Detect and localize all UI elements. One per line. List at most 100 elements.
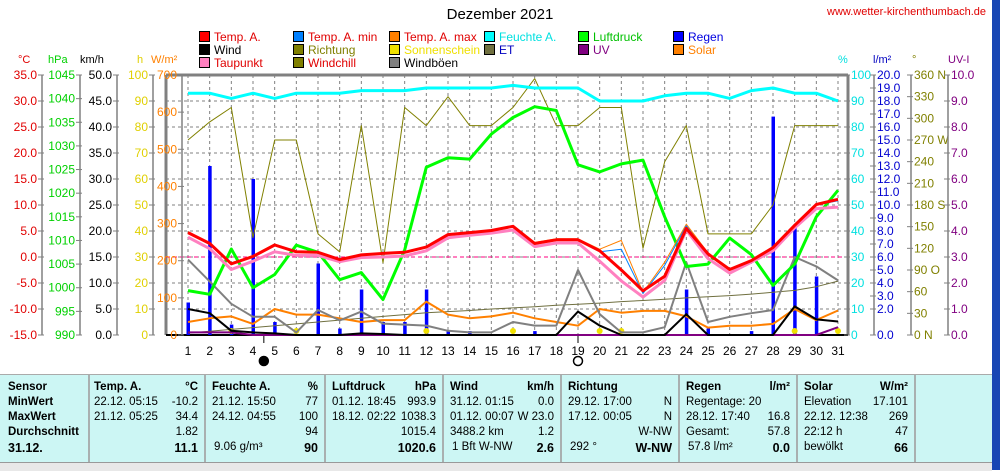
legend-label: Sonnenschein	[404, 43, 481, 57]
temp-tick-label: -5.0	[16, 276, 37, 290]
wind-bft: 1 Bft W-NW	[452, 441, 513, 453]
x-tick-label: 18	[550, 344, 564, 358]
wind-min: 0.0	[538, 396, 554, 408]
legend-swatch	[389, 44, 400, 55]
stats-col-rain: Regen l/m² Regentage: 20 28.12. 17:40 16.8…	[680, 375, 798, 463]
hdr-pressure-unit: hPa	[414, 381, 436, 393]
series-feuchte-a-	[188, 83, 839, 103]
hdr-rain: Regen	[686, 381, 722, 393]
lbl-min: MinWert	[8, 396, 54, 408]
uv-tick-label: 0.0	[951, 328, 968, 342]
x-tick-label: 31	[831, 344, 845, 358]
uv-tick-label: 4.0	[951, 224, 968, 238]
x-tick-label: 16	[506, 344, 520, 358]
rain-bar	[273, 322, 277, 335]
lbl-max: MaxWert	[8, 411, 56, 423]
solar-elev-label: Elevation	[804, 396, 852, 408]
legend-label: ET	[499, 43, 515, 57]
status-bar	[0, 462, 992, 471]
rain-days: Regentage: 20	[686, 396, 762, 408]
rain-bar	[186, 302, 190, 335]
x-tick-label: 14	[463, 344, 477, 358]
direction-tick-label: 90 O	[914, 263, 940, 277]
rain-bar	[338, 328, 342, 335]
legend-label: Luftdruck	[593, 30, 643, 44]
hdr-wind-unit: km/h	[527, 381, 554, 393]
legend-label: Temp. A. max	[404, 30, 477, 44]
temp-avg: 1.82	[175, 426, 198, 438]
rain-tick-label: 16.0	[877, 120, 901, 134]
temp-max-time: 21.12. 05:25	[94, 411, 158, 423]
sun-tick-label: 100	[128, 68, 148, 82]
wind-tick-label: 35.0	[89, 146, 113, 160]
press-min: 993.9	[407, 396, 436, 408]
x-tick-label: 25	[701, 344, 715, 358]
temp-tick-label: 5.0	[20, 224, 37, 238]
x-tick-label: 22	[636, 344, 650, 358]
rain-bar	[533, 331, 537, 335]
temp-tick-label: 10.0	[14, 198, 38, 212]
wind-tick-label: 40.0	[89, 120, 113, 134]
uv-tick-label: 3.0	[951, 250, 968, 264]
hdr-rain-unit: l/m²	[769, 381, 790, 393]
uv-axis-unit: UV-I	[948, 54, 970, 66]
solar-elevation: 17.101	[872, 396, 908, 408]
legend-item: Feuchte A.	[484, 31, 556, 44]
x-tick-label: 24	[680, 344, 694, 358]
legend-swatch	[673, 31, 684, 42]
temp-min-time: 22.12. 05:15	[94, 396, 158, 408]
pressure-tick-label: 1035	[48, 115, 75, 129]
pressure-tick-label: 1040	[48, 92, 75, 106]
website-link[interactable]: www.wetter-kirchenthumbach.de	[827, 6, 986, 18]
uv-tick-label: 8.0	[951, 120, 968, 134]
dir-max: N	[663, 411, 672, 423]
direction-tick-label: 360 N	[914, 68, 946, 82]
direction-tick-label: 0 N	[914, 328, 933, 342]
humidity-tick-label: 40	[851, 224, 865, 238]
rain-tick-label: 6.0	[877, 250, 894, 264]
hdr-humidity-unit: %	[307, 381, 318, 393]
sun-tick-label: 90	[135, 94, 149, 108]
x-tick-label: 3	[228, 344, 235, 358]
wind-tick-label: 15.0	[89, 250, 113, 264]
rain-tick-label: 14.0	[877, 146, 901, 160]
press-min-time: 01.12. 18:45	[332, 396, 396, 408]
hum-abs: 9.06 g/m³	[214, 441, 263, 453]
temp-tick-label: 20.0	[14, 146, 38, 160]
rain-bar	[403, 322, 407, 335]
humidity-tick-label: 30	[851, 250, 865, 264]
series-richtung	[187, 78, 838, 264]
press-avg: 1015.4	[400, 426, 436, 438]
legend-label: Solar	[688, 43, 717, 57]
hdr-direction: Richtung	[568, 381, 618, 393]
legend-swatch	[578, 44, 589, 55]
hum-avg: 94	[305, 426, 318, 438]
stats-col-direction: Richtung 29.12. 17:00 N 17.12. 00:05 N W-N…	[562, 375, 680, 463]
wind-tick-label: 45.0	[89, 94, 113, 108]
humidity-tick-label: 50	[851, 198, 865, 212]
rain-total-label: Gesamt:	[686, 426, 730, 438]
solar-max-time: 22.12. 12:38	[804, 411, 868, 423]
pressure-tick-label: 1000	[48, 281, 75, 295]
legend-item: Taupunkt	[199, 57, 263, 70]
rain-tick-label: 7.0	[877, 237, 894, 251]
legend-item: Windböen	[389, 57, 458, 70]
x-tick-label: 4	[250, 344, 257, 358]
wind-min-time: 31.12. 01:15	[450, 396, 514, 408]
legend-label: UV	[593, 43, 610, 57]
series-windböen	[187, 256, 839, 334]
solar-daylength: 22:12 h	[804, 426, 843, 438]
stats-col-solar: Solar W/m² Elevation 17.101 22.12. 12:38 26…	[798, 375, 916, 463]
rain-tick-label: 2.0	[877, 302, 894, 316]
sun-tick-label: 30	[135, 250, 149, 264]
x-tick-label: 27	[745, 344, 759, 358]
uv-tick-label: 9.0	[951, 94, 968, 108]
x-tick-label: 23	[658, 344, 672, 358]
uv-tick-label: 2.0	[951, 276, 968, 290]
dir-min-time: 29.12. 17:00	[568, 396, 632, 408]
hdr-solar-unit: W/m²	[879, 381, 908, 393]
legend-item: Temp. A.	[199, 31, 261, 44]
legend-item: Regen	[673, 31, 723, 44]
legend-item: Luftdruck	[578, 31, 642, 44]
new-moon-icon	[258, 355, 270, 367]
